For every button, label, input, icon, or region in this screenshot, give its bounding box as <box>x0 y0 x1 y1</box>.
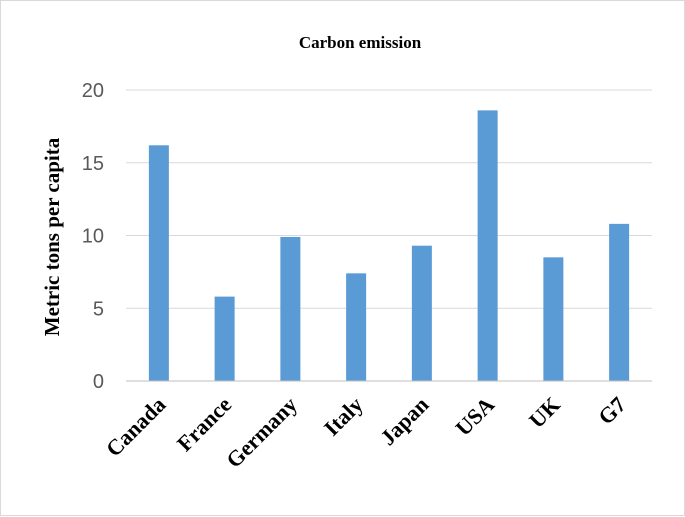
x-tick-label: Canada <box>101 392 171 462</box>
x-tick-label: G7 <box>593 392 631 430</box>
y-axis-label: Metric tons per capita <box>40 137 64 336</box>
bar-italy <box>346 273 367 381</box>
y-tick-label: 10 <box>82 226 104 248</box>
bar-g7 <box>609 223 630 381</box>
y-axis-ticks: 0 5 10 15 20 <box>82 80 104 393</box>
bar-canada <box>148 145 169 381</box>
bar-france <box>214 296 235 381</box>
x-tick-label: Germany <box>221 392 302 473</box>
bar-usa <box>477 110 498 382</box>
chart-title: Carbon emission <box>299 33 422 52</box>
x-tick-label: France <box>172 392 236 456</box>
bar-uk <box>543 257 564 381</box>
x-tick-label: Japan <box>375 392 433 450</box>
y-tick-label: 5 <box>93 298 104 320</box>
bar-germany <box>280 236 301 381</box>
x-tick-label: Italy <box>319 392 368 441</box>
x-tick-label: USA <box>450 392 499 441</box>
y-tick-label: 0 <box>93 371 104 393</box>
y-tick-label: 15 <box>82 153 104 175</box>
gridlines <box>126 89 652 309</box>
bars <box>148 110 630 382</box>
bar-japan <box>411 245 432 381</box>
x-tick-label: UK <box>524 392 565 433</box>
y-tick-label: 20 <box>82 80 104 102</box>
